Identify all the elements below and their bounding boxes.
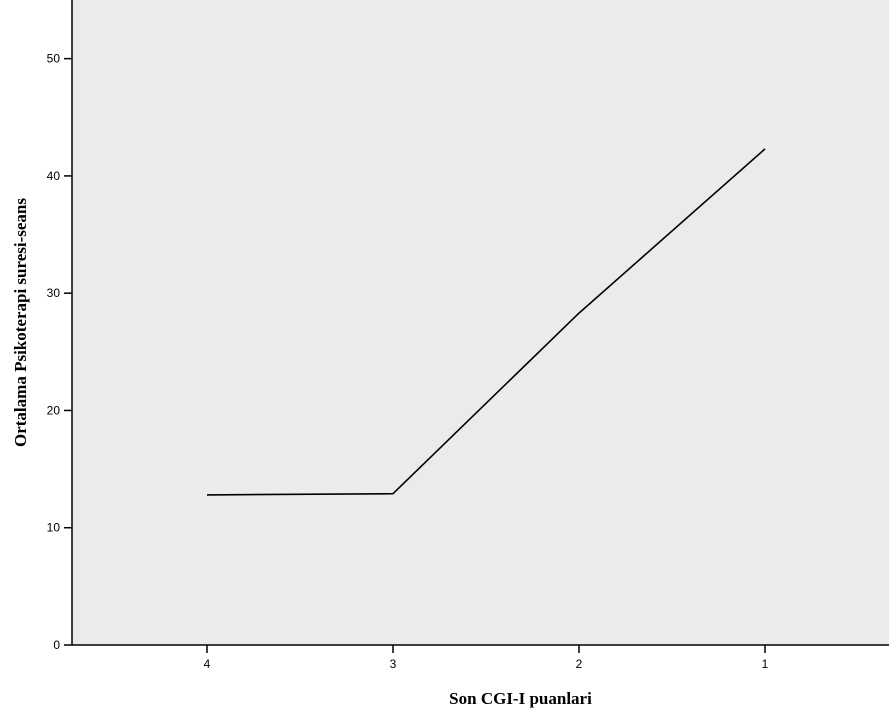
plot-area — [72, 0, 889, 645]
x-axis-title: Son CGI-I puanlari — [449, 689, 592, 708]
series-line — [206, 148, 766, 496]
y-tick-label: 30 — [47, 286, 61, 300]
x-axis-ticks: 4 3 2 1 — [204, 645, 769, 671]
x-tick-label: 3 — [390, 657, 397, 671]
x-tick-label: 1 — [762, 657, 769, 671]
y-tick-label: 10 — [47, 521, 61, 535]
series-group — [206, 148, 766, 496]
y-axis-ticks: 0 10 20 30 40 50 — [47, 52, 72, 652]
x-tick-label: 4 — [204, 657, 211, 671]
y-tick-label: 50 — [47, 52, 61, 66]
y-tick-label: 40 — [47, 169, 61, 183]
y-tick-label: 20 — [47, 403, 61, 417]
x-tick-label: 2 — [576, 657, 583, 671]
y-tick-label: 0 — [53, 638, 60, 652]
y-axis-title: Ortalama Psikoterapi suresi-seans — [11, 198, 30, 447]
